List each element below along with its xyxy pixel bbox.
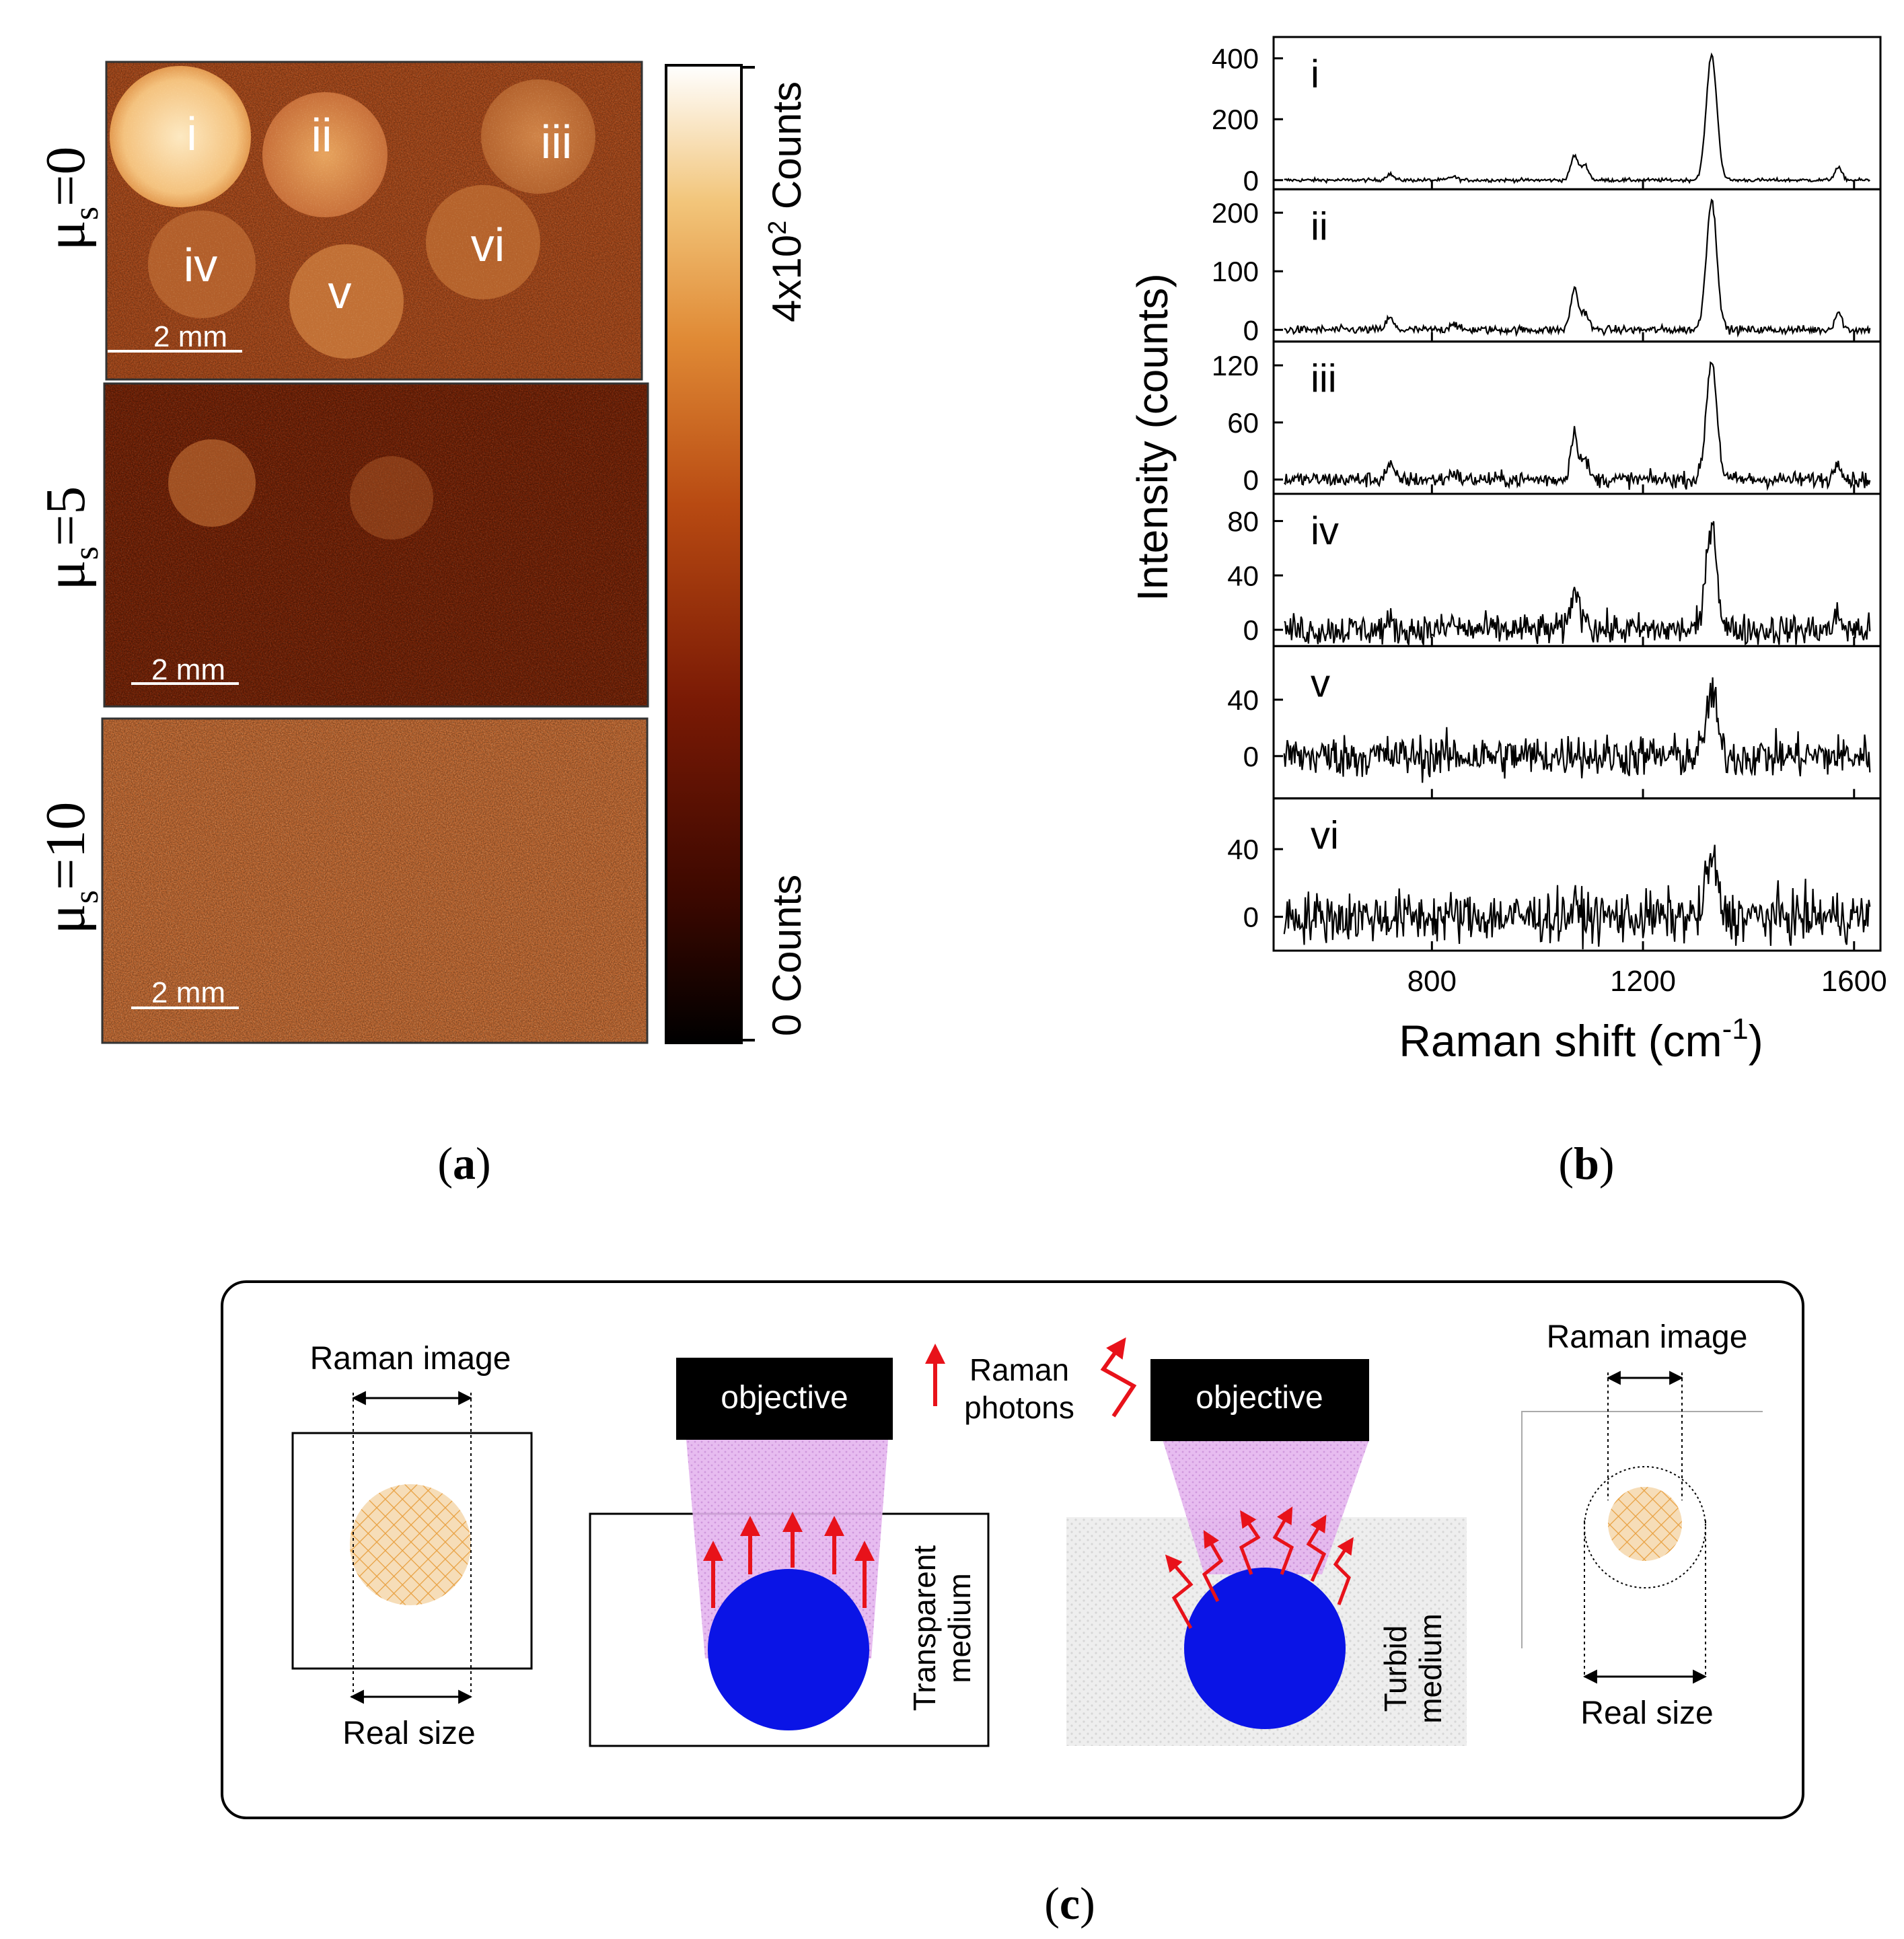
panel-c-frame — [221, 1280, 1804, 1819]
ytick-label-ii-100: 100 — [1212, 256, 1259, 287]
mu-label-row-3: μs=10 — [34, 802, 106, 935]
legend-photons: photons — [964, 1390, 1074, 1425]
spectrum-label-i: i — [1311, 52, 1319, 96]
real-size-sample-left — [350, 1484, 471, 1605]
mu-label-row-1: μs=0 — [34, 147, 106, 251]
raman-image-schematic-right: Raman image Real size — [1521, 1319, 1763, 1731]
ytick-label-v-40: 40 — [1227, 684, 1259, 716]
scalebar-label-3: 2 mm — [151, 976, 225, 1009]
turbid-label-1: Turbid — [1378, 1625, 1413, 1712]
ytick-label-vi-40: 40 — [1227, 834, 1259, 865]
spectrum-line-iv — [1284, 521, 1871, 646]
raman-photon-arrows-straight — [703, 1512, 875, 1608]
x-axis-label: Raman shift (cm-1) — [1399, 1013, 1763, 1066]
spectrum-label-iii: iii — [1311, 357, 1337, 401]
ytick-label-ii-0: 0 — [1243, 314, 1259, 346]
spectrum-label-v: v — [1311, 661, 1330, 705]
spectrum-frame-ii — [1272, 188, 1882, 343]
sample-sphere-2 — [1184, 1568, 1346, 1729]
svg-text:μs=0: μs=0 — [34, 147, 106, 251]
caption-c: (c) — [1044, 1878, 1095, 1929]
xtick-label-1200: 1200 — [1610, 965, 1676, 998]
ytick-label-iv-40: 40 — [1227, 560, 1259, 591]
colorbar-top-label: 4x102 Counts — [764, 81, 809, 322]
spot-label-iv: iv — [184, 239, 218, 291]
sample-sphere-1 — [708, 1569, 869, 1730]
raman-image-mu0: i ii iii iv v vi 2 mm — [105, 61, 643, 381]
spot-label-vi: vi — [471, 219, 505, 271]
ytick-label-ii-200: 200 — [1212, 197, 1259, 229]
panel-b-spectra: Intensity (counts) Raman shift (cm-1) 02… — [1128, 36, 1887, 1066]
turbid-medium-schematic: objective Turbid medium — [1066, 1359, 1467, 1746]
raman-photon-arrows-scattered — [1165, 1506, 1354, 1630]
transparent-medium-schematic: objective Transparent medium — [589, 1358, 990, 1747]
ytick-label-iv-0: 0 — [1243, 614, 1259, 646]
spot-label-ii: ii — [311, 109, 332, 161]
objective-label-1: objective — [721, 1380, 848, 1416]
spectrum-label-vi: vi — [1311, 814, 1339, 858]
spectrum-line-iii — [1283, 361, 1871, 491]
spectrum-label-ii: ii — [1311, 205, 1328, 248]
panel-c: Raman image Real size objective — [221, 1280, 1804, 1819]
spot-label-i: i — [186, 108, 197, 160]
ytick-label-i-0: 0 — [1243, 165, 1259, 196]
ytick-label-iii-120: 120 — [1212, 350, 1259, 381]
scalebar-label-1: 2 mm — [153, 320, 227, 353]
raman-image-mu5: 2 mm — [103, 382, 649, 708]
ytick-label-v-0: 0 — [1243, 741, 1259, 772]
spectrum-line-v — [1283, 677, 1871, 783]
spot-label-iii: iii — [541, 116, 573, 168]
legend-zigzag-arrow — [1100, 1337, 1137, 1418]
objective-1 — [676, 1358, 893, 1440]
ytick-label-iv-80: 80 — [1227, 505, 1259, 537]
spectrum-label-iv: iv — [1311, 509, 1339, 553]
transparent-label-1: Transparent — [907, 1545, 942, 1712]
raman-photons-legend: Raman photons — [925, 1337, 1137, 1425]
xtick-label-1600: 1600 — [1821, 965, 1887, 998]
objective-2 — [1150, 1359, 1369, 1441]
panel-a: μs=0 μs=5 μs=10 i ii iii iv v — [34, 61, 809, 1044]
scalebar-label-2: 2 mm — [151, 653, 225, 686]
svg-text:μs=5: μs=5 — [34, 486, 106, 591]
colorbar: 4x102 Counts 0 Counts — [665, 64, 809, 1044]
spectrum-line-ii — [1284, 198, 1871, 338]
real-size-label-left: Real size — [342, 1716, 475, 1751]
raman-image-label-left: Raman image — [310, 1341, 511, 1377]
transparent-label-2: medium — [942, 1573, 977, 1683]
raman-image-schematic-left: Raman image Real size — [291, 1341, 533, 1751]
real-size-label-right: Real size — [1580, 1695, 1713, 1731]
spectrum-line-vi — [1283, 844, 1871, 950]
caption-a: (a) — [437, 1138, 490, 1189]
ytick-label-i-200: 200 — [1212, 104, 1259, 135]
objective-label-2: objective — [1196, 1380, 1323, 1416]
spectrum-frame-vi — [1272, 797, 1882, 952]
xtick-label-800: 800 — [1407, 965, 1457, 998]
spectrum-frame-i — [1272, 36, 1882, 190]
raman-image-mu10: 2 mm — [101, 717, 649, 1044]
ytick-label-iii-60: 60 — [1227, 407, 1259, 439]
spectrum-frame-v — [1272, 645, 1882, 800]
ytick-label-iii-0: 0 — [1243, 464, 1259, 496]
turbid-label-2: medium — [1413, 1613, 1448, 1724]
spot-label-v: v — [328, 266, 352, 318]
ytick-label-i-400: 400 — [1212, 43, 1259, 75]
mu-label-row-2: μs=5 — [34, 486, 106, 591]
colorbar-bottom-label: 0 Counts — [764, 875, 809, 1036]
svg-text:μs=10: μs=10 — [34, 802, 106, 935]
ytick-label-vi-0: 0 — [1243, 902, 1259, 933]
raman-image-label-right: Raman image — [1547, 1319, 1748, 1355]
mu-symbol: μ — [34, 220, 97, 250]
spectrum-frame-iii — [1272, 340, 1882, 495]
spectrum-line-i — [1284, 52, 1870, 184]
caption-b: (b) — [1558, 1138, 1614, 1189]
legend-raman: Raman — [969, 1352, 1069, 1387]
y-axis-label: Intensity (counts) — [1128, 273, 1177, 601]
real-size-sample-right — [1608, 1487, 1682, 1561]
